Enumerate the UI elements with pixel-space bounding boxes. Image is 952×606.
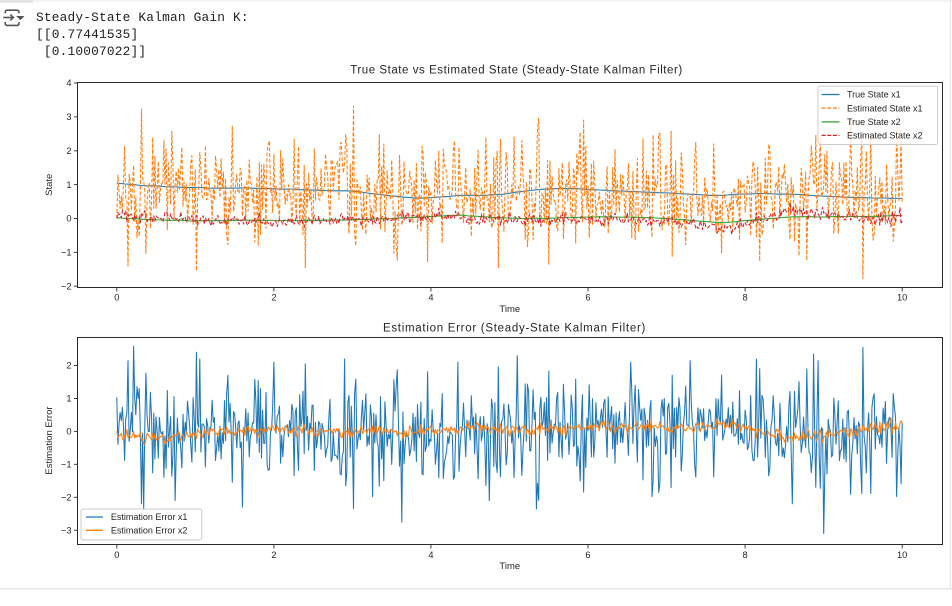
- svg-text:Estimation Error: Estimation Error: [44, 406, 55, 474]
- svg-text:6: 6: [585, 292, 590, 302]
- svg-text:True State x1: True State x1: [847, 90, 901, 100]
- svg-text:2: 2: [66, 146, 71, 156]
- svg-text:10: 10: [897, 292, 907, 302]
- svg-text:Time: Time: [499, 561, 520, 572]
- svg-text:Estimation Error x2: Estimation Error x2: [111, 526, 188, 536]
- svg-text:−1: −1: [61, 248, 72, 258]
- svg-text:1: 1: [66, 180, 71, 190]
- svg-text:Estimation Error x1: Estimation Error x1: [111, 512, 188, 522]
- svg-text:True State vs Estimated State: True State vs Estimated State (Steady-St…: [350, 65, 683, 77]
- svg-text:Estimated State x1: Estimated State x1: [847, 103, 923, 113]
- svg-text:4: 4: [66, 78, 71, 88]
- svg-text:−2: −2: [61, 493, 72, 503]
- svg-text:1: 1: [66, 394, 71, 404]
- svg-text:State: State: [44, 174, 55, 196]
- svg-text:True State x2: True State x2: [847, 117, 901, 127]
- svg-text:0: 0: [114, 292, 119, 302]
- svg-text:Estimation Error (Steady-State: Estimation Error (Steady-State Kalman Fi…: [383, 323, 646, 335]
- svg-text:8: 8: [743, 550, 748, 560]
- svg-text:2: 2: [271, 550, 276, 560]
- svg-text:0: 0: [66, 214, 71, 224]
- svg-text:10: 10: [897, 550, 907, 560]
- svg-text:Estimated State x2: Estimated State x2: [847, 131, 923, 141]
- svg-text:Time: Time: [499, 304, 520, 315]
- svg-text:3: 3: [66, 112, 71, 122]
- svg-text:2: 2: [271, 292, 276, 302]
- svg-text:8: 8: [743, 292, 748, 302]
- svg-text:4: 4: [428, 292, 433, 302]
- svg-text:−3: −3: [61, 525, 72, 535]
- svg-text:0: 0: [114, 550, 119, 560]
- svg-text:2: 2: [66, 361, 71, 371]
- svg-text:6: 6: [585, 550, 590, 560]
- svg-text:−1: −1: [61, 460, 72, 470]
- svg-text:4: 4: [428, 550, 433, 560]
- svg-text:0: 0: [66, 427, 71, 437]
- svg-text:−2: −2: [61, 281, 72, 291]
